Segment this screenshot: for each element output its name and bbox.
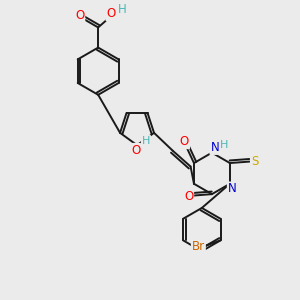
Text: O: O — [180, 135, 189, 148]
Text: O: O — [184, 190, 193, 203]
Text: H: H — [142, 136, 150, 146]
Text: H: H — [220, 140, 228, 150]
Text: O: O — [131, 144, 140, 157]
Text: Br: Br — [192, 241, 205, 254]
Text: O: O — [75, 9, 84, 22]
Text: O: O — [106, 8, 116, 20]
Text: N: N — [228, 182, 236, 196]
Text: H: H — [117, 3, 126, 16]
Text: S: S — [251, 154, 258, 167]
Text: N: N — [210, 141, 219, 154]
